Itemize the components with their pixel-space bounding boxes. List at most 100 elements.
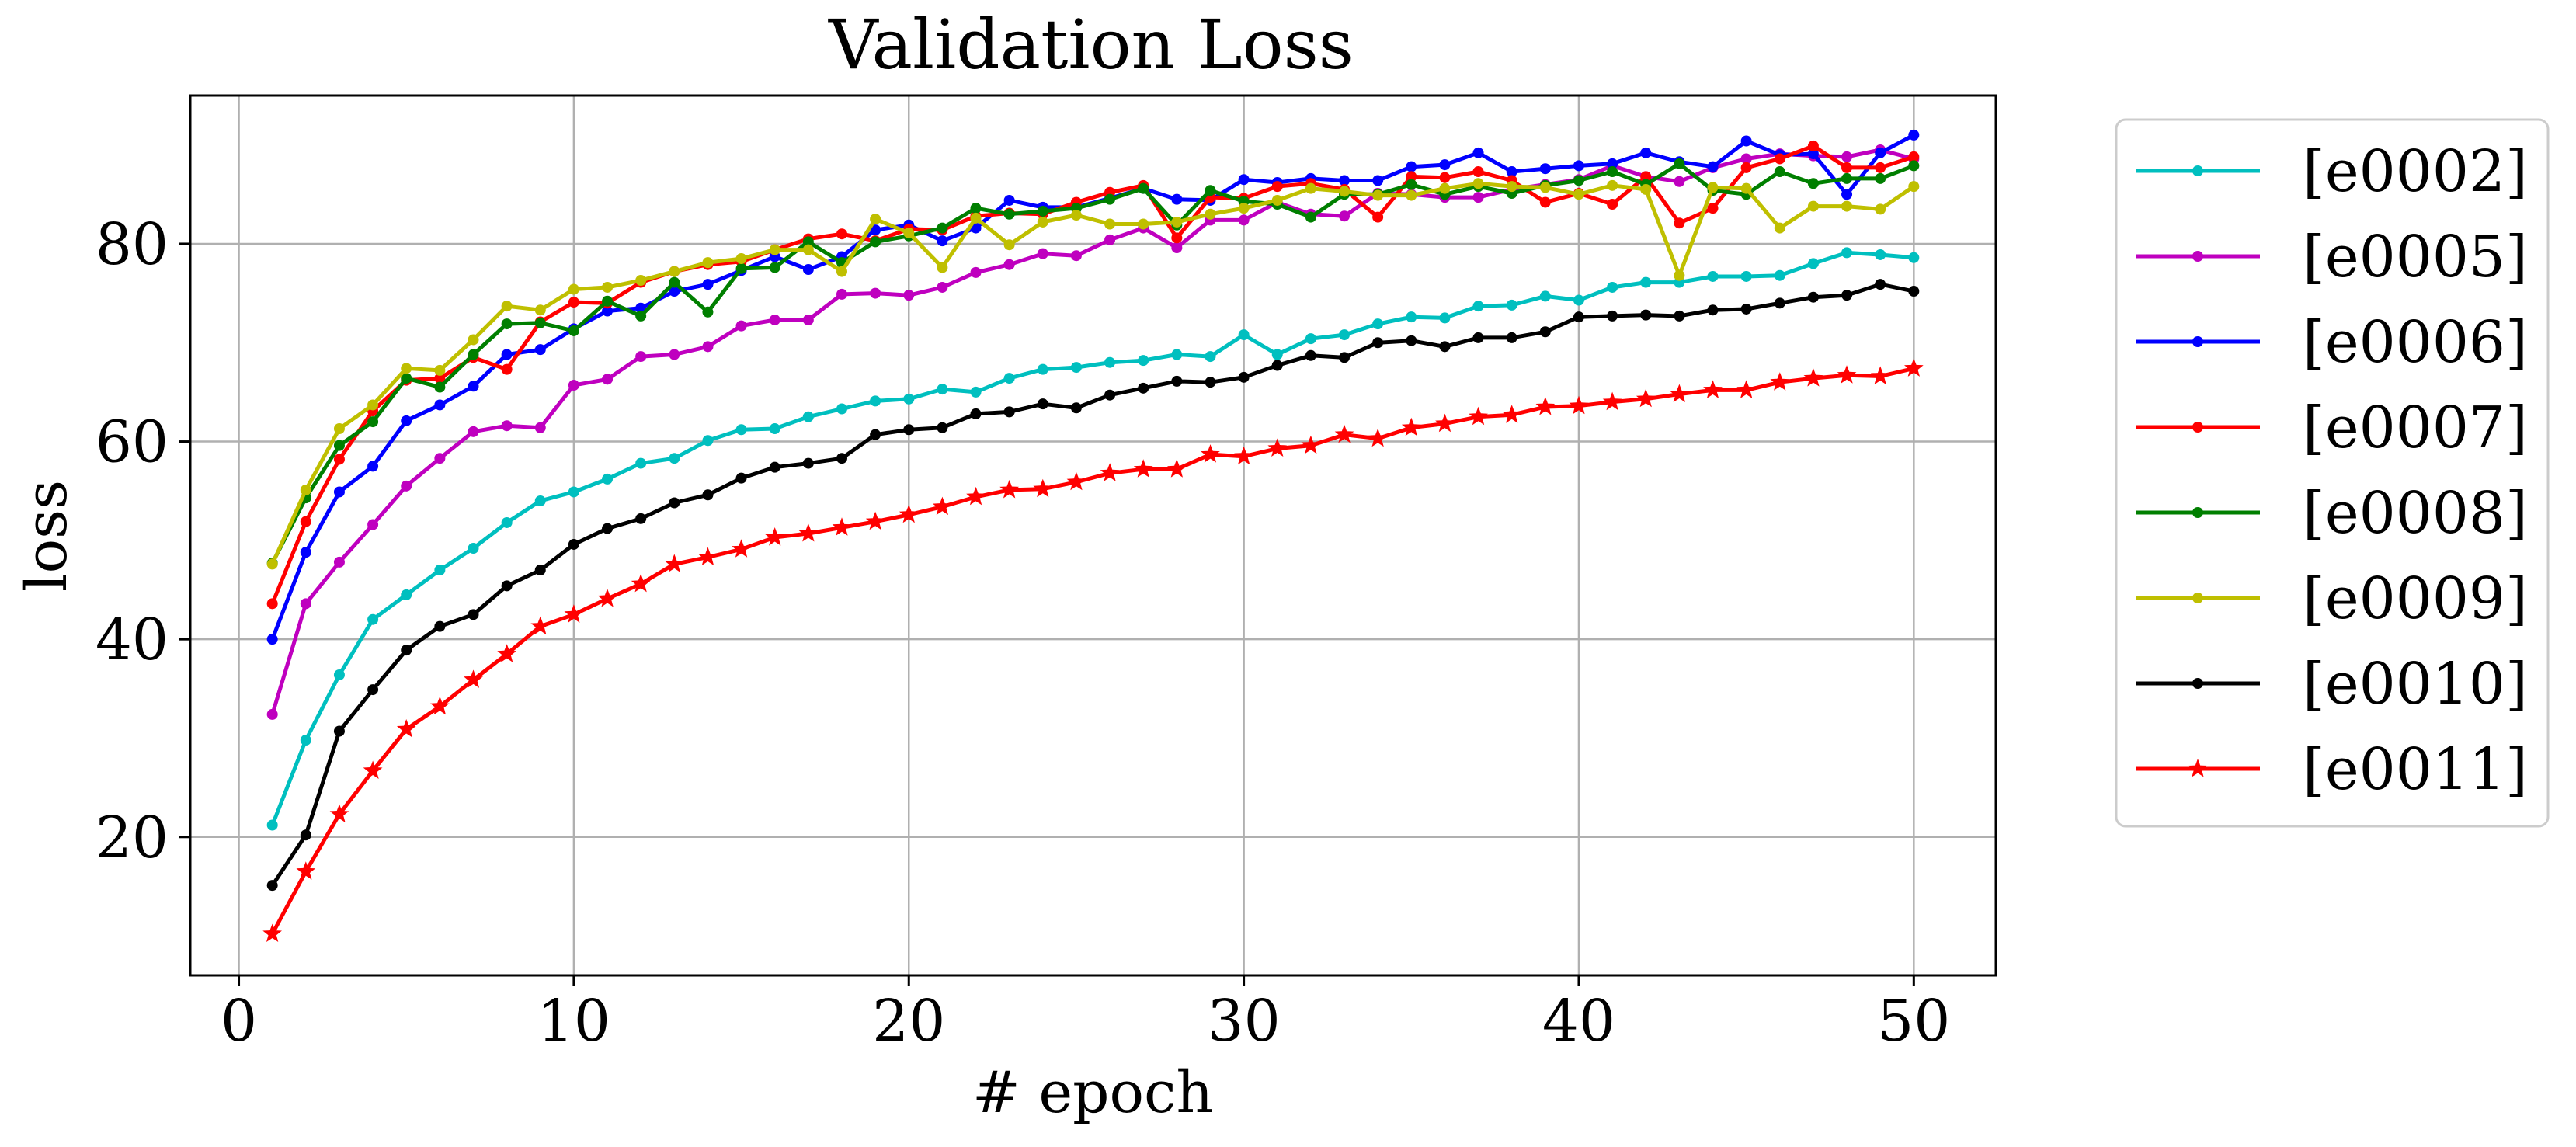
data-point bbox=[1740, 162, 1752, 173]
data-point bbox=[798, 523, 819, 542]
data-point bbox=[1841, 290, 1853, 301]
data-point bbox=[568, 486, 579, 498]
data-point bbox=[333, 669, 345, 680]
data-point bbox=[865, 511, 885, 530]
data-point bbox=[1104, 218, 1116, 230]
data-point bbox=[1707, 270, 1719, 282]
data-point bbox=[1740, 303, 1752, 315]
y-tick-label: 20 bbox=[96, 805, 169, 871]
series-lines bbox=[262, 129, 1924, 942]
data-point bbox=[1267, 438, 1288, 457]
data-point bbox=[367, 416, 379, 428]
data-point bbox=[1774, 297, 1785, 309]
data-point bbox=[1037, 216, 1048, 228]
data-point bbox=[1841, 200, 1853, 212]
data-point bbox=[1171, 349, 1183, 360]
data-point bbox=[836, 228, 847, 240]
data-point bbox=[999, 479, 1019, 499]
series-line-e0006 bbox=[270, 133, 1915, 641]
x-axis-label: # epoch bbox=[972, 1059, 1213, 1126]
data-point bbox=[1037, 205, 1048, 217]
data-point bbox=[333, 423, 345, 435]
legend-box bbox=[2115, 118, 2550, 828]
data-point bbox=[1171, 216, 1183, 228]
data-point bbox=[1003, 373, 1015, 384]
legend-item-e0006: [e0006] bbox=[2136, 309, 2528, 376]
legend-marker bbox=[2192, 165, 2203, 176]
data-point bbox=[468, 609, 479, 620]
series-line-e0002 bbox=[270, 250, 1914, 826]
legend: [e0002] [e0005] [e0006] [e0007] [e0008] [e000… bbox=[2115, 118, 2550, 828]
series-line-e0008 bbox=[270, 162, 1915, 565]
data-point bbox=[1439, 172, 1451, 183]
data-point bbox=[1472, 147, 1484, 158]
data-point bbox=[1205, 377, 1216, 388]
data-point bbox=[937, 422, 948, 433]
data-point bbox=[1602, 391, 1622, 411]
data-point bbox=[836, 266, 847, 277]
legend-label: [e0008] bbox=[2303, 480, 2528, 547]
data-point bbox=[1070, 210, 1082, 221]
data-point bbox=[497, 644, 516, 662]
series-line-e0007 bbox=[270, 144, 1915, 605]
data-point bbox=[300, 598, 311, 610]
data-point bbox=[434, 453, 446, 464]
data-point bbox=[602, 473, 614, 485]
data-point bbox=[631, 573, 651, 593]
data-point bbox=[1037, 363, 1048, 375]
data-point bbox=[1569, 395, 1589, 415]
data-point bbox=[401, 645, 412, 656]
data-point bbox=[1539, 290, 1551, 302]
data-point bbox=[266, 558, 278, 570]
data-point bbox=[501, 516, 513, 528]
data-point bbox=[266, 598, 278, 610]
y-tick-label: 80 bbox=[96, 211, 169, 278]
data-point bbox=[1607, 179, 1618, 191]
data-point bbox=[1238, 174, 1250, 186]
data-point bbox=[903, 424, 915, 436]
data-point bbox=[698, 547, 718, 565]
data-point bbox=[1439, 182, 1451, 194]
data-point bbox=[1104, 234, 1116, 245]
data-point bbox=[1841, 172, 1853, 184]
data-point bbox=[903, 227, 915, 238]
data-point bbox=[1535, 397, 1556, 415]
data-point bbox=[1875, 249, 1886, 260]
data-point bbox=[568, 283, 579, 295]
data-point bbox=[1238, 371, 1250, 383]
legend-label: [e0002] bbox=[2303, 138, 2528, 205]
data-point bbox=[1774, 153, 1785, 165]
legend-marker bbox=[2192, 678, 2203, 689]
data-point bbox=[1674, 217, 1685, 229]
legend-label: [e0007] bbox=[2303, 394, 2528, 461]
data-point bbox=[1640, 147, 1652, 158]
data-point bbox=[1104, 389, 1116, 401]
data-point bbox=[1774, 269, 1785, 281]
data-point bbox=[970, 212, 982, 224]
data-point bbox=[1674, 158, 1685, 169]
data-point bbox=[635, 457, 647, 469]
data-point bbox=[669, 497, 680, 509]
x-tick-label: 30 bbox=[1208, 988, 1281, 1055]
data-point bbox=[669, 453, 680, 464]
data-point bbox=[1770, 372, 1790, 391]
data-point bbox=[1205, 185, 1216, 196]
data-point bbox=[769, 314, 780, 325]
data-point bbox=[970, 408, 982, 419]
data-point bbox=[401, 363, 412, 374]
data-point bbox=[1740, 270, 1752, 282]
data-point bbox=[1803, 368, 1823, 387]
data-point bbox=[401, 480, 412, 492]
data-point bbox=[1841, 162, 1853, 173]
data-point bbox=[434, 364, 446, 376]
data-point bbox=[1908, 252, 1920, 263]
data-point bbox=[1406, 335, 1417, 346]
data-point bbox=[1401, 417, 1421, 436]
data-point bbox=[1070, 402, 1082, 414]
legend-label: [e0005] bbox=[2303, 224, 2528, 290]
data-point bbox=[430, 696, 450, 715]
data-point bbox=[1607, 281, 1618, 293]
data-point bbox=[534, 495, 546, 506]
data-point bbox=[367, 399, 379, 411]
data-point bbox=[1707, 304, 1719, 316]
